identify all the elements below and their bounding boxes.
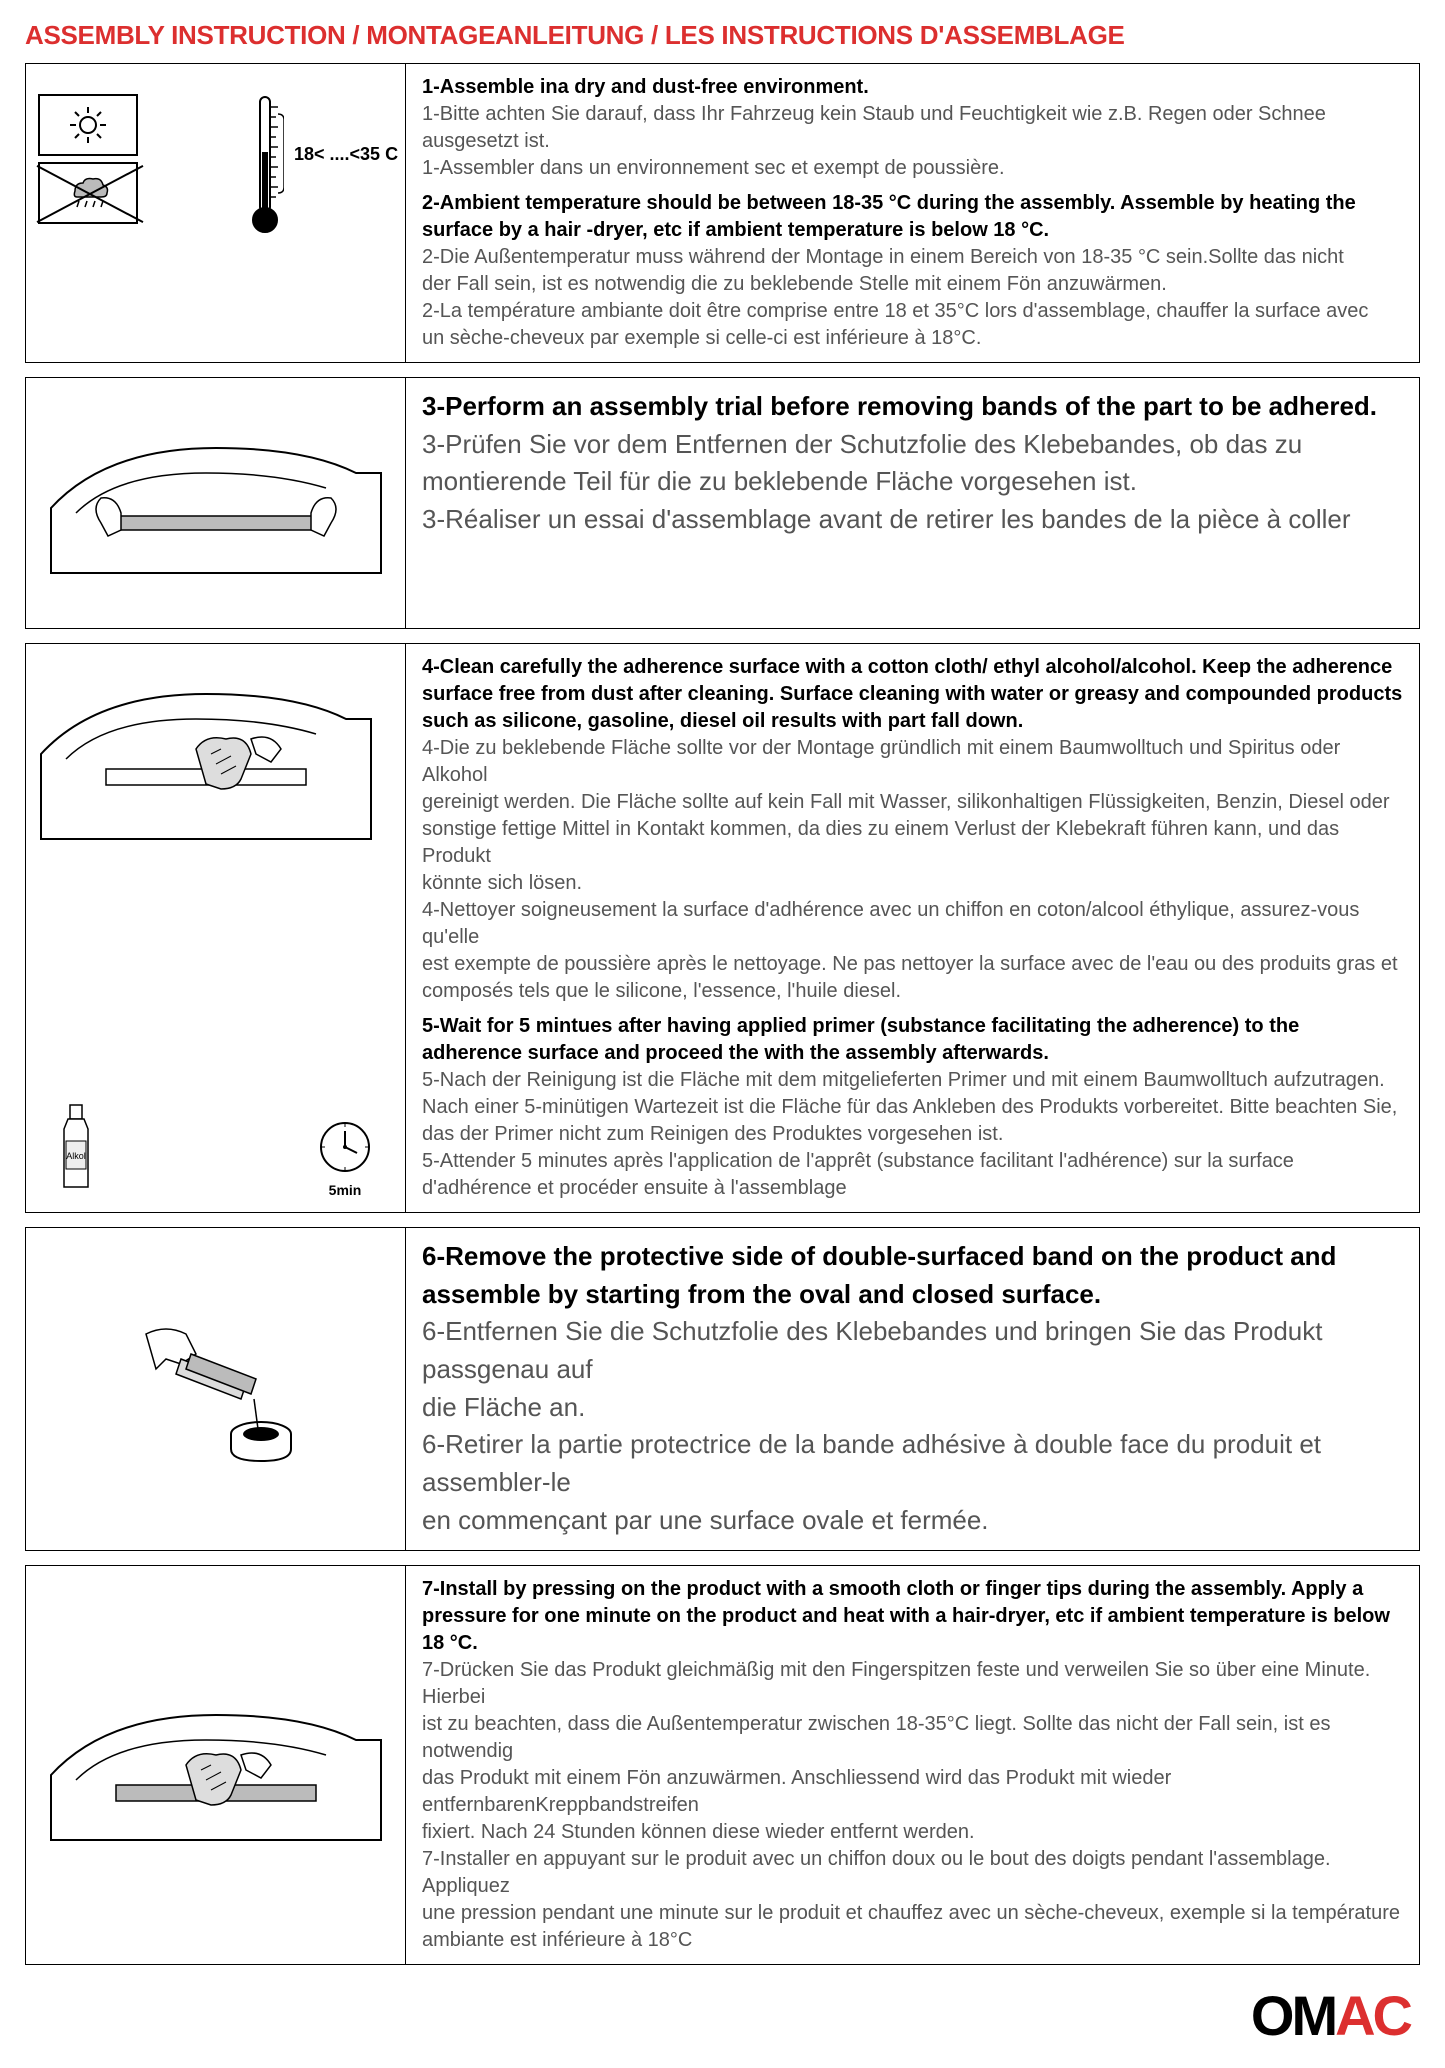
step6-heading: 6-Remove the protective side of double-s… [422, 1238, 1403, 1313]
step7-line: 7-Installer en appuyant sur le produit a… [422, 1846, 1403, 1900]
step-row-6: 6-Remove the protective side of double-s… [25, 1227, 1420, 1551]
step-text-6: 6-Remove the protective side of double-s… [406, 1228, 1419, 1550]
clock-label: 5min [315, 1182, 375, 1198]
step2-heading: 2-Ambient temperature should be between … [422, 190, 1403, 244]
step6-line: en commençant par une surface ovale et f… [422, 1502, 1403, 1540]
clean-surface-icon [36, 654, 376, 854]
step-diagram-3 [26, 378, 406, 628]
step6-line: 6-Entfernen Sie die Schutzfolie des Kleb… [422, 1313, 1403, 1388]
step4-line: est exempte de poussière après le nettoy… [422, 951, 1403, 978]
step-diagram-6 [26, 1228, 406, 1550]
page-title: ASSEMBLY INSTRUCTION / MONTAGEANLEITUNG … [25, 20, 1420, 51]
step3-line: 3-Prüfen Sie vor dem Entfernen der Schut… [422, 426, 1403, 464]
step-diagram-4-5: Alkol 5min [26, 644, 406, 1212]
temperature-label: 18< ....<35 C [294, 144, 398, 165]
step4-line: sonstige fettige Mittel in Kontakt komme… [422, 816, 1403, 870]
step4-line: gereinigt werden. Die Fläche sollte auf … [422, 789, 1403, 816]
logo-part-2: AC [1335, 1984, 1410, 2047]
remove-tape-icon [106, 1304, 326, 1474]
step6-line: 6-Retirer la partie protectrice de la ba… [422, 1426, 1403, 1501]
step7-heading: 7-Install by pressing on the product wit… [422, 1576, 1403, 1657]
step-text-4-5: 4-Clean carefully the adherence surface … [406, 644, 1419, 1212]
step4-line: könnte sich lösen. [422, 870, 1403, 897]
step2-line: 2-Die Außentemperatur muss während der M… [422, 244, 1403, 271]
step5-line: Nach einer 5-minütigen Wartezeit ist die… [422, 1094, 1403, 1121]
step-diagram-1-2: 18< ....<35 C [26, 64, 406, 362]
step-row-7: 7-Install by pressing on the product wit… [25, 1565, 1420, 1965]
step7-line: fixiert. Nach 24 Stunden können diese wi… [422, 1819, 1403, 1846]
step3-line: 3-Réaliser un essai d'assemblage avant d… [422, 501, 1403, 539]
step5-line: 5-Nach der Reinigung ist die Fläche mit … [422, 1067, 1403, 1094]
step2-line: un sèche-cheveux par exemple si celle-ci… [422, 325, 1403, 352]
brand-logo: OMAC [25, 1983, 1420, 2048]
step7-line: ist zu beachten, dass die Außentemperatu… [422, 1711, 1403, 1765]
step7-line: 7-Drücken Sie das Produkt gleichmäßig mi… [422, 1657, 1403, 1711]
alcohol-bottle-icon: Alkol [56, 1103, 96, 1198]
step7-line: ambiante est inférieure à 18°C [422, 1927, 1403, 1954]
step-text-1-2: 1-Assemble ina dry and dust-free environ… [406, 64, 1419, 362]
step-text-7: 7-Install by pressing on the product wit… [406, 1566, 1419, 1964]
step-row-1-2: 18< ....<35 C 1-Assemble ina dry and dus… [25, 63, 1420, 363]
trial-fit-icon [46, 418, 386, 588]
step5-line: 5-Attender 5 minutes après l'application… [422, 1148, 1403, 1175]
step1-heading: 1-Assemble ina dry and dust-free environ… [422, 74, 1403, 101]
step4-heading: 4-Clean carefully the adherence surface … [422, 654, 1403, 735]
rain-icon [38, 162, 138, 224]
step2-line: 2-La température ambiante doit être comp… [422, 298, 1403, 325]
step5-line: das der Primer nicht zum Reinigen des Pr… [422, 1121, 1403, 1148]
thermometer-icon [246, 92, 284, 242]
press-install-icon [46, 1680, 386, 1850]
step4-line: 4-Nettoyer soigneusement la surface d'ad… [422, 897, 1403, 951]
step4-line: composés tels que le silicone, l'essence… [422, 978, 1403, 1005]
step-row-3: 3-Perform an assembly trial before remov… [25, 377, 1420, 629]
step5-line: d'adhérence et procéder ensuite à l'asse… [422, 1175, 1403, 1202]
step3-line: montierende Teil für die zu beklebende F… [422, 463, 1403, 501]
clock-icon: 5min [315, 1117, 375, 1198]
step5-heading: 5-Wait for 5 mintues after having applie… [422, 1013, 1403, 1067]
step6-line: die Fläche an. [422, 1389, 1403, 1427]
step-text-3: 3-Perform an assembly trial before remov… [406, 378, 1419, 628]
step2-line: der Fall sein, ist es notwendig die zu b… [422, 271, 1403, 298]
logo-part-1: OM [1251, 1984, 1335, 2047]
step3-heading: 3-Perform an assembly trial before remov… [422, 388, 1403, 426]
step4-line: 4-Die zu beklebende Fläche sollte vor de… [422, 735, 1403, 789]
step-diagram-7 [26, 1566, 406, 1964]
sun-icon [38, 94, 138, 156]
step-row-4-5: Alkol 5min [25, 643, 1420, 1213]
svg-text:Alkol: Alkol [66, 1151, 86, 1161]
step7-line: une pression pendant une minute sur le p… [422, 1900, 1403, 1927]
step1-line: 1-Bitte achten Sie darauf, dass Ihr Fahr… [422, 101, 1403, 155]
step1-line: 1-Assembler dans un environnement sec et… [422, 155, 1403, 182]
step7-line: das Produkt mit einem Fön anzuwärmen. An… [422, 1765, 1403, 1819]
